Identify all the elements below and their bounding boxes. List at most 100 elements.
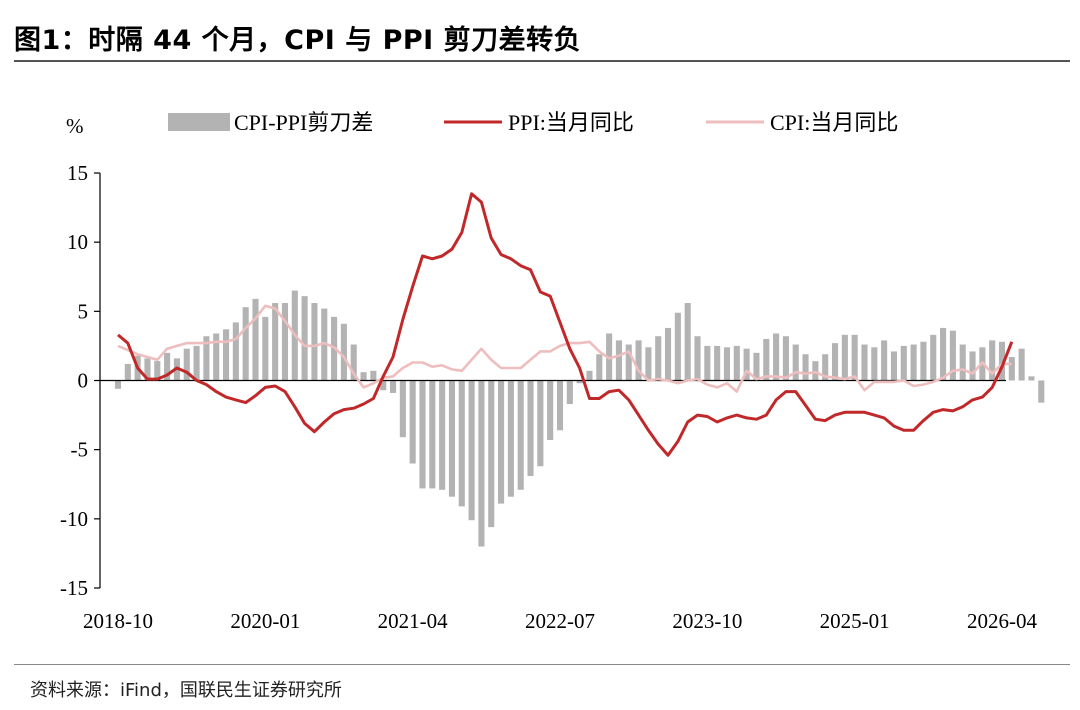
gap-bar — [959, 344, 966, 381]
gap-bar — [890, 351, 898, 381]
gap-bar — [301, 296, 308, 381]
gap-bar — [213, 333, 220, 381]
gap-bar — [193, 345, 200, 381]
gap-bar — [763, 339, 770, 381]
gap-bar — [281, 303, 289, 381]
gap-bar — [704, 345, 711, 381]
gap-bar — [419, 380, 426, 489]
gap-bar — [547, 380, 554, 440]
gap-bar — [684, 303, 691, 381]
gap-bar — [311, 303, 318, 381]
gap-bar — [389, 380, 397, 393]
gap-bar — [114, 380, 122, 389]
y-tick-label: 15 — [67, 161, 88, 185]
gap-bar — [498, 380, 505, 504]
gap-bar — [586, 370, 593, 381]
gap-bar — [488, 380, 495, 528]
source-note: 资料来源：iFind，国联民生证券研究所 — [30, 680, 342, 701]
gap-bar — [881, 340, 888, 381]
gap-bar — [576, 380, 583, 384]
gap-bar — [812, 361, 819, 381]
legend-item-gap: CPI-PPI剪刀差 — [234, 110, 373, 135]
gap-bar — [517, 380, 524, 490]
gap-bar — [773, 333, 780, 381]
gap-bar — [222, 329, 230, 381]
gap-bar — [1028, 376, 1035, 381]
gap-bar — [458, 380, 465, 507]
gap-bar — [183, 348, 190, 381]
gap-bar — [409, 380, 416, 464]
gap-bar — [782, 336, 789, 381]
y-tick-label: -15 — [60, 576, 88, 600]
x-tick-label: 2026-04 — [967, 609, 1037, 633]
x-tick-label: 2021-04 — [378, 609, 448, 633]
gap-bar — [694, 336, 701, 381]
gap-bar — [989, 340, 996, 381]
gap-bar — [792, 344, 799, 381]
chart-svg: % CPI-PPI剪刀差 PPI:当月同比 CPI:当月同比 15 10 5 0 -5 -10… — [60, 110, 1045, 633]
y-tick-label: -5 — [71, 438, 89, 462]
gap-bar — [164, 352, 171, 381]
gap-bar — [714, 345, 721, 381]
gap-bar — [861, 344, 868, 381]
gap-bar — [340, 323, 347, 381]
x-tick-label: 2022-07 — [525, 609, 595, 633]
x-tick-label: 2020-01 — [230, 609, 300, 633]
gap-bar — [527, 380, 534, 476]
gap-bar — [468, 380, 475, 521]
y-tick-label: 0 — [78, 369, 89, 393]
gap-bar — [439, 380, 446, 490]
gap-bar — [920, 341, 927, 381]
gap-bar — [723, 347, 731, 381]
gap-bar — [655, 336, 662, 381]
gap-bar — [969, 351, 976, 381]
title-rule — [14, 60, 1070, 62]
figure-title: 图1：时隔 44 个月，CPI 与 PPI 剪刀差转负 — [14, 25, 582, 56]
gap-bar — [753, 352, 760, 381]
gap-bar — [507, 380, 514, 497]
x-tick-label: 2018-10 — [83, 609, 153, 633]
gap-bar — [399, 380, 406, 438]
gap-bar — [900, 345, 907, 381]
gap-bars — [114, 290, 1045, 547]
gap-bar — [242, 307, 249, 381]
gap-bar — [448, 380, 456, 497]
legend: CPI-PPI剪刀差 PPI:当月同比 CPI:当月同比 — [168, 110, 898, 135]
gap-bar — [822, 354, 829, 381]
gap-bar — [272, 303, 279, 381]
gap-bar — [1018, 348, 1025, 381]
gap-bar — [615, 340, 622, 381]
gap-bar — [664, 327, 672, 381]
series-lines — [117, 192, 1014, 457]
gap-bar — [566, 380, 573, 405]
y-unit-label: % — [66, 114, 84, 138]
gap-bar — [537, 380, 544, 467]
gap-bar — [154, 361, 161, 381]
gap-bar — [625, 344, 632, 381]
legend-item-cpi: CPI:当月同比 — [770, 110, 898, 135]
x-tick-label: 2023-10 — [672, 609, 742, 633]
gap-bar — [930, 334, 937, 381]
gap-bar — [635, 340, 642, 381]
gap-bar — [429, 380, 436, 489]
axes: 15 10 5 0 -5 -10 -15 2018-10 2020-01 2021-04 2022-… — [60, 161, 1037, 633]
gap-bar — [144, 358, 151, 381]
legend-item-ppi: PPI:当月同比 — [508, 110, 634, 135]
cpi-line — [117, 304, 1012, 393]
gap-bar — [841, 334, 848, 381]
gap-bar — [321, 308, 328, 381]
gap-bar — [1038, 380, 1045, 403]
gap-bar — [871, 347, 878, 381]
y-tick-label: 5 — [78, 299, 89, 323]
gap-bar — [203, 336, 210, 381]
ppi-line — [117, 192, 1014, 457]
gap-bar — [949, 330, 956, 381]
gap-bar — [851, 334, 858, 381]
gap-bar — [910, 344, 917, 381]
gap-bar — [831, 343, 839, 381]
gap-bar — [380, 380, 387, 391]
y-tick-label: 10 — [67, 230, 88, 254]
gap-bar — [556, 380, 564, 431]
gap-bar — [802, 354, 809, 381]
gap-bar — [1008, 356, 1015, 381]
